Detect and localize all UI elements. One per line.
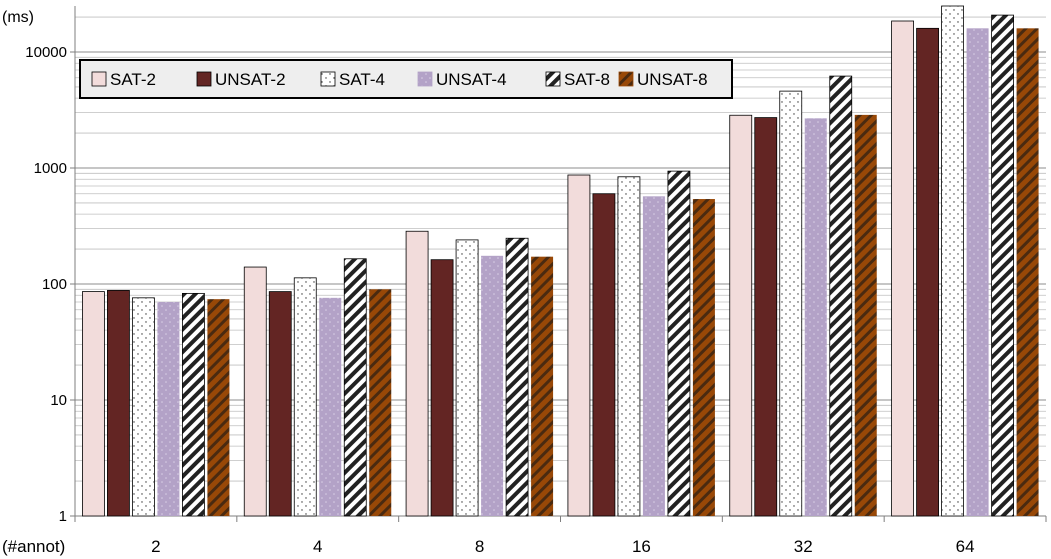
y-tick-label: 1: [59, 508, 67, 525]
bar-sat-2-64: [891, 20, 914, 517]
bar-unsat-4-4: [319, 297, 342, 516]
bar-sat-2-8: [405, 230, 429, 517]
bar-sat-4-64: [941, 5, 964, 517]
x-tick-label: 64: [956, 537, 975, 556]
legend-swatch-unsat-2: [196, 71, 212, 87]
bar-unsat-4-2: [157, 301, 180, 516]
axis-labels: 1 10 100 1000 10000 2 4 8 16 32 64: [25, 44, 974, 556]
bar-unsat-8-64: [1016, 28, 1039, 516]
legend-label-sat-8: SAT-8: [564, 70, 610, 89]
bar-unsat-8-8: [531, 256, 554, 516]
x-tick-label: 32: [794, 537, 813, 556]
bar-sat-4-16: [617, 176, 641, 517]
axes: [70, 6, 1047, 522]
bar-sat-8-2: [182, 292, 205, 517]
bars: [82, 5, 1039, 517]
legend-box: [79, 59, 733, 99]
bar-unsat-8-4: [369, 289, 392, 516]
bar-sat-4-2: [132, 297, 155, 517]
bar-sat-2-32: [729, 114, 753, 517]
bar-unsat-8-2: [207, 299, 230, 516]
bar-sat-4-4: [293, 277, 317, 517]
x-tick-label: 2: [151, 537, 160, 556]
bar-unsat-4-64: [966, 28, 989, 516]
bar-sat-8-32: [829, 75, 853, 517]
bar-sat-4-8: [455, 239, 479, 517]
grid-lines: [75, 16, 1046, 517]
bar-unsat-4-8: [481, 255, 504, 516]
bar-sat-2-2: [82, 291, 105, 517]
bar-unsat-2-16: [592, 193, 616, 517]
legend-label-sat-4: SAT-4: [339, 70, 385, 89]
legend-swatch-unsat-8: [618, 71, 634, 87]
y-tick-label: 1000: [34, 160, 67, 177]
bar-unsat-2-4: [268, 291, 292, 517]
bar-unsat-8-32: [854, 114, 877, 517]
legend-label-unsat-4: UNSAT-4: [436, 70, 507, 89]
bar-sat-2-16: [567, 174, 591, 517]
bar-unsat-2-32: [754, 117, 778, 517]
bar-unsat-4-16: [642, 196, 665, 516]
x-tick-label: 8: [475, 537, 484, 556]
bar-sat-8-8: [505, 237, 529, 517]
bar-sat-2-4: [243, 266, 267, 517]
y-unit-label: (ms): [2, 9, 34, 26]
bar-unsat-8-16: [692, 199, 715, 516]
x-unit-label: (#annot): [2, 537, 65, 556]
legend-label-unsat-8: UNSAT-8: [637, 70, 708, 89]
bar-sat-8-16: [667, 170, 691, 517]
legend-label-sat-2: SAT-2: [110, 70, 156, 89]
legend-swatch-unsat-4: [417, 71, 433, 87]
legend-label-unsat-2: UNSAT-2: [215, 70, 286, 89]
legend: SAT-2 UNSAT-2 SAT-4 UNSAT-4 SAT-8 UNSAT-8: [79, 59, 733, 99]
y-tick-label: 100: [42, 276, 67, 293]
bar-unsat-2-2: [107, 290, 130, 517]
bar-sat-8-64: [991, 14, 1014, 517]
bar-sat-8-4: [343, 258, 367, 517]
legend-swatch-sat-2: [91, 71, 107, 87]
bar-unsat-2-64: [916, 27, 939, 517]
y-tick-label: 10000: [25, 44, 67, 61]
legend-swatch-sat-8: [545, 71, 561, 87]
x-tick-label: 16: [632, 537, 651, 556]
bar-unsat-2-8: [430, 259, 454, 517]
bar-unsat-4-32: [804, 118, 827, 516]
x-tick-label: 4: [313, 537, 322, 556]
bar-sat-4-32: [779, 90, 803, 517]
legend-swatch-sat-4: [320, 71, 336, 87]
y-tick-label: 10: [50, 392, 67, 409]
